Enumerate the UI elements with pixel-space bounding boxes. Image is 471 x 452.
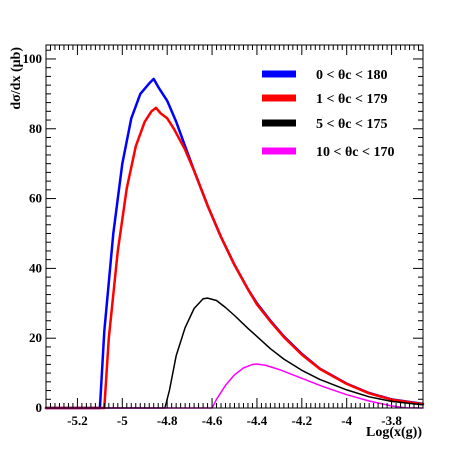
x-tick-label: -3.8	[381, 413, 402, 428]
legend-label-1: 0 < θc < 180	[316, 68, 387, 83]
legend-swatch-4	[262, 147, 296, 155]
x-tick-label: -4.4	[247, 413, 268, 428]
legend-label-4: 10 < θc < 170	[316, 145, 394, 160]
x-axis-title: Log(x(g))	[366, 425, 422, 440]
y-tick-label: 0	[36, 400, 43, 415]
series-line-4	[45, 363, 424, 409]
x-tick-labels: -5.2 -5 -4.8 -4.6 -4.4 -4.2 -4 -3.8	[67, 413, 402, 428]
curves-layer	[44, 77, 425, 410]
y-axis-title: dσ/dx (μb)	[9, 47, 24, 110]
y-tick-label: 20	[29, 330, 42, 345]
legend-label-3: 5 < θc < 175	[316, 117, 387, 132]
legend-swatch-2	[262, 94, 296, 102]
legend-label-2: 1 < θc < 179	[316, 92, 387, 107]
legend-swatch-1	[262, 70, 296, 78]
y-tick-labels: 0 20 40 60 80 100	[23, 51, 43, 415]
x-tick-label: -4.2	[292, 413, 313, 428]
axis-ticks	[45, 45, 424, 409]
x-tick-label: -4	[341, 413, 352, 428]
legend-swatch-3	[262, 119, 296, 127]
x-tick-label: -4.8	[157, 413, 178, 428]
x-tick-label: -4.6	[202, 413, 223, 428]
legend: 0 < θc < 180 1 < θc < 179 5 < θc < 175 10 <…	[262, 68, 394, 160]
y-tick-label: 100	[23, 51, 43, 66]
x-tick-label: -5	[117, 413, 128, 428]
x-tick-label: -5.2	[67, 413, 88, 428]
y-tick-label: 60	[29, 191, 42, 206]
series-line-2	[44, 106, 425, 410]
series-line-3	[45, 297, 424, 409]
y-tick-label: 80	[29, 121, 42, 136]
y-tick-label: 40	[29, 260, 42, 275]
